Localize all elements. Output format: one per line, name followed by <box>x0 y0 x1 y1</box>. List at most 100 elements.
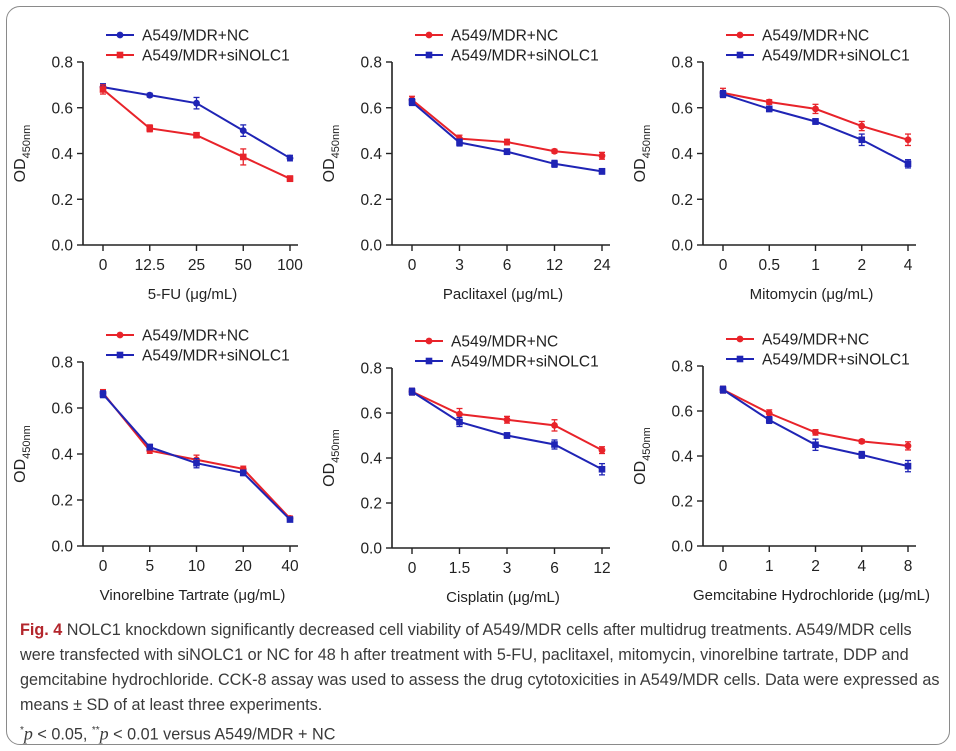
data-point <box>456 139 463 146</box>
data-point <box>765 416 773 424</box>
data-point <box>193 459 200 467</box>
y-tick-label: 0.0 <box>671 539 693 556</box>
legend-marker <box>425 31 433 39</box>
y-tick-label: 0.4 <box>51 146 73 163</box>
sig-threshold-1: < 0.05, <box>32 725 92 744</box>
x-tick-label: 12.5 <box>135 257 165 274</box>
legend-label: A549/MDR+siNOLC1 <box>142 48 290 65</box>
legend-label: A549/MDR+siNOLC1 <box>762 48 910 65</box>
x-tick-label: 0 <box>99 257 108 274</box>
legend-item: A549/MDR+NC <box>415 28 558 45</box>
y-axis-label: OD450nm <box>321 429 342 487</box>
y-tick-label: 0.0 <box>671 238 693 255</box>
legend-item: A549/MDR+NC <box>106 28 249 45</box>
x-tick-label: 1 <box>811 257 820 274</box>
sig-p-1: p <box>23 723 33 744</box>
legend-label: A549/MDR+NC <box>142 328 249 345</box>
y-tick-label: 0.4 <box>51 447 73 464</box>
data-point <box>598 152 606 160</box>
data-point <box>193 99 200 107</box>
chart-panel-3: 0.0 0.2 0.4 0.6 0.8 0 0.5 1 2 4 Mitomycin (μg/mL) O… <box>632 28 916 303</box>
y-tick-label: 0.2 <box>671 494 693 511</box>
x-tick-label: 0 <box>719 558 728 575</box>
x-axis-label: Mitomycin (μg/mL) <box>750 286 874 303</box>
x-axis-label: Cisplatin (μg/mL) <box>446 589 560 606</box>
data-point <box>765 409 773 417</box>
data-point <box>904 462 912 470</box>
legend-item: A549/MDR+siNOLC1 <box>415 354 599 371</box>
series-2 <box>99 84 294 183</box>
data-point <box>551 147 558 155</box>
y-axis-label: OD450nm <box>321 125 342 183</box>
data-point <box>193 131 200 139</box>
x-tick-label: 10 <box>188 558 206 575</box>
data-point <box>812 105 819 113</box>
y-tick-label: 0.0 <box>51 539 73 556</box>
data-point <box>719 386 727 393</box>
data-point <box>551 421 558 429</box>
legend-marker <box>425 337 433 345</box>
data-point <box>812 428 819 436</box>
x-tick-label: 2 <box>811 558 820 575</box>
x-tick-label: 6 <box>503 257 512 274</box>
x-tick-label: 100 <box>277 257 303 274</box>
series-1 <box>408 387 606 455</box>
y-tick-label: 0.2 <box>360 496 382 513</box>
legend-label: A549/MDR+siNOLC1 <box>142 348 290 365</box>
data-point <box>286 154 294 162</box>
data-point <box>146 443 154 451</box>
sig-star-2: ** <box>91 725 100 736</box>
legend-marker <box>736 355 744 363</box>
legend-label: A549/MDR+NC <box>142 28 249 45</box>
series-2 <box>408 97 606 175</box>
data-point <box>858 437 866 445</box>
data-point <box>858 136 866 144</box>
y-tick-label: 0.8 <box>671 359 693 376</box>
x-tick-label: 3 <box>455 257 464 274</box>
series-line <box>411 98 603 157</box>
y-tick-label: 0.6 <box>51 401 73 418</box>
y-tick-label: 0.2 <box>51 493 73 510</box>
x-tick-label: 6 <box>550 560 559 577</box>
y-tick-label: 0.4 <box>671 146 693 163</box>
legend-marker <box>425 357 433 365</box>
legend-label: A549/MDR+NC <box>451 28 558 45</box>
data-point <box>904 442 912 450</box>
sig-threshold-2: < 0.01 versus A549/MDR + NC <box>108 725 336 744</box>
figure-title: NOLC1 knockdown significantly decreased … <box>66 621 792 639</box>
series-line <box>411 101 603 173</box>
y-tick-label: 0.2 <box>51 192 73 209</box>
legend-item: A549/MDR+NC <box>106 328 249 345</box>
legend-label: A549/MDR+NC <box>762 332 869 349</box>
figure-frame <box>6 6 950 745</box>
data-point <box>286 175 294 182</box>
data-point <box>503 148 511 155</box>
data-point <box>551 441 558 448</box>
y-tick-label: 0.4 <box>671 449 693 466</box>
y-axis-label: OD450nm <box>632 427 653 485</box>
data-point <box>408 388 416 395</box>
y-tick-label: 0.6 <box>671 100 693 117</box>
x-tick-label: 0 <box>99 558 108 575</box>
legend-item: A549/MDR+siNOLC1 <box>106 348 290 365</box>
series-line <box>722 388 909 447</box>
data-point <box>904 160 912 168</box>
series-2 <box>99 390 294 523</box>
data-point <box>408 98 416 106</box>
data-point <box>598 465 606 473</box>
series-2 <box>719 89 912 169</box>
series-line <box>722 91 909 141</box>
y-axis-label: OD450nm <box>12 425 33 483</box>
data-point <box>503 416 511 424</box>
legend-label: A549/MDR+siNOLC1 <box>762 352 910 369</box>
series-line <box>411 390 603 471</box>
x-tick-label: 8 <box>904 558 913 575</box>
data-point <box>99 390 107 398</box>
data-point <box>503 432 511 439</box>
y-tick-label: 0.8 <box>671 55 693 72</box>
x-tick-label: 0.5 <box>758 257 780 274</box>
data-point <box>239 127 247 135</box>
sig-p-2: p <box>99 723 109 744</box>
x-tick-label: 12 <box>593 560 610 577</box>
